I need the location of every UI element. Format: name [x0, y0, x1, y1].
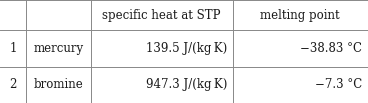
Text: 1: 1	[10, 42, 17, 55]
Text: melting point: melting point	[261, 9, 340, 22]
Text: specific heat at STP: specific heat at STP	[102, 9, 221, 22]
Text: −38.83 °C: −38.83 °C	[301, 42, 362, 55]
Text: −7.3 °C: −7.3 °C	[315, 78, 362, 91]
Text: 139.5 J/(kg K): 139.5 J/(kg K)	[146, 42, 227, 55]
Text: 947.3 J/(kg K): 947.3 J/(kg K)	[146, 78, 227, 91]
Text: bromine: bromine	[34, 78, 84, 91]
Text: 2: 2	[10, 78, 17, 91]
Text: mercury: mercury	[33, 42, 84, 55]
